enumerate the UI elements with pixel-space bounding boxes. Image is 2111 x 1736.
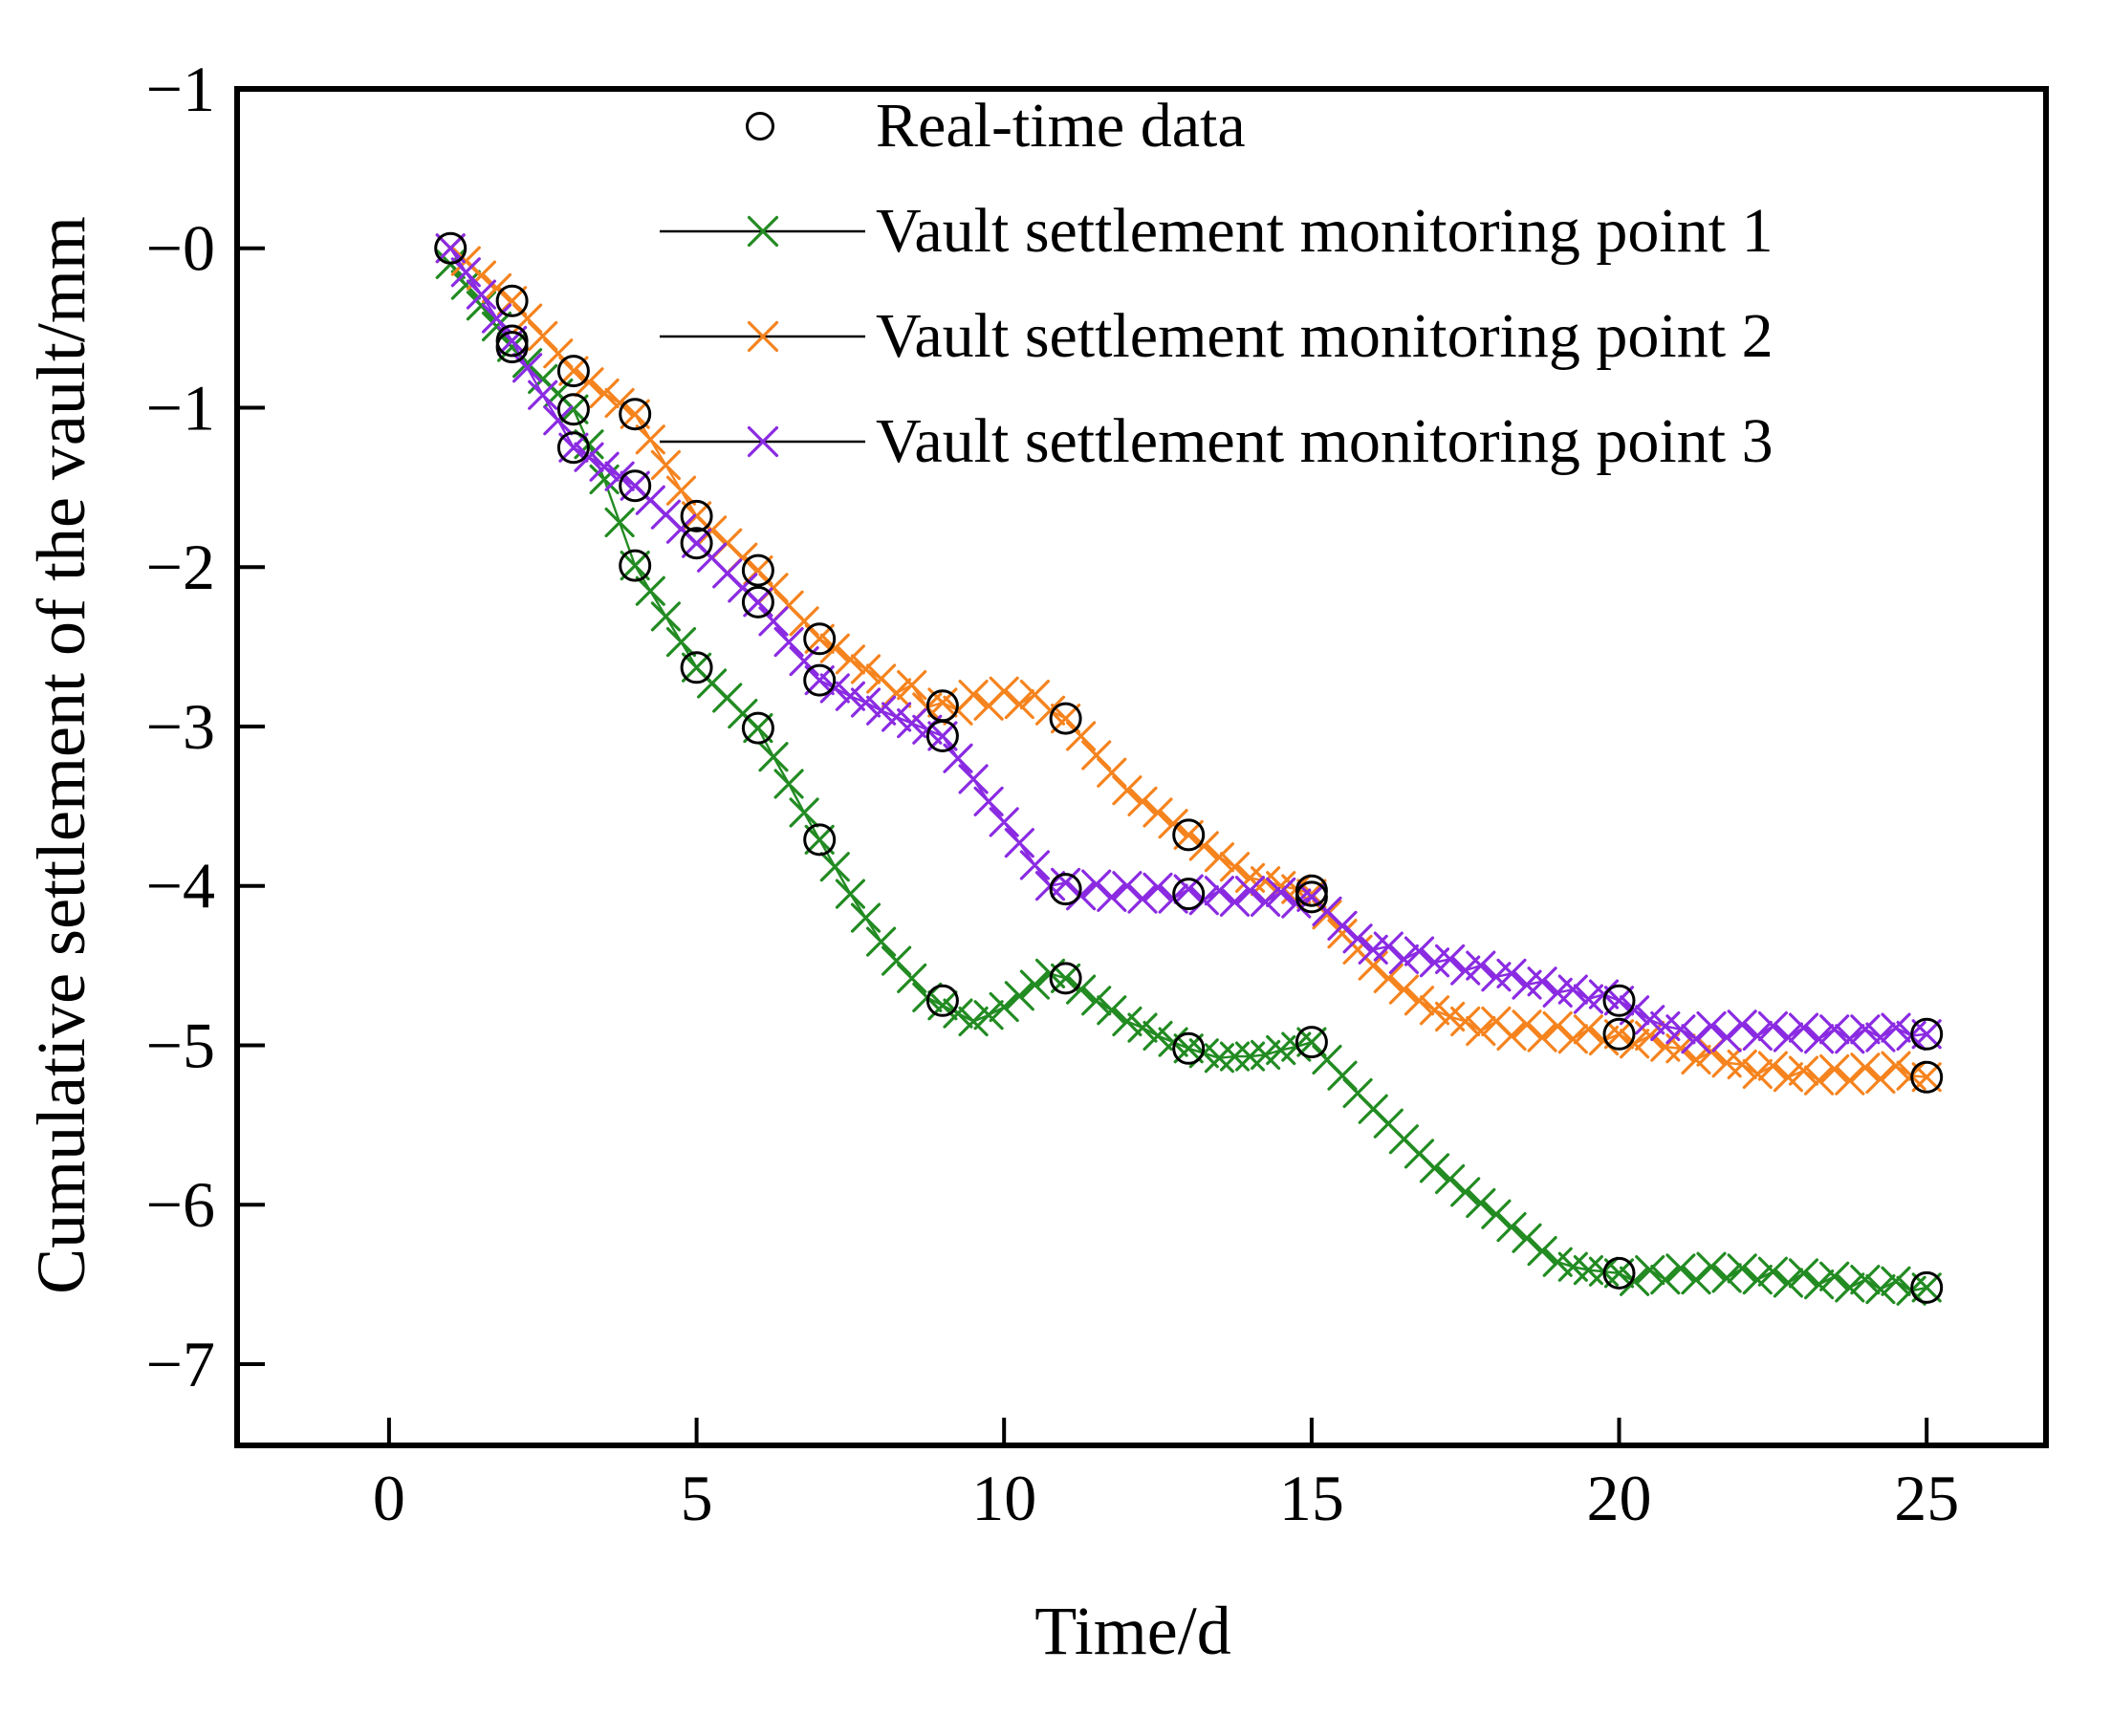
- legend-label: Real-time data: [876, 91, 1246, 161]
- legend-item-realtime: Real-time data: [631, 74, 1774, 179]
- series-realtime: [434, 231, 1944, 1304]
- legend-item-point-2: Vault settlement monitoring point 2: [631, 284, 1774, 389]
- legend-item-point-1: Vault settlement monitoring point 1: [631, 179, 1774, 284]
- realtime-point: [803, 823, 837, 857]
- realtime-point: [741, 585, 774, 618]
- y-tick-label: −4: [146, 850, 215, 922]
- legend-label: Vault settlement monitoring point 2: [876, 301, 1774, 371]
- y-tick-label: −1: [146, 53, 215, 125]
- realtime-point: [1602, 984, 1636, 1017]
- legend-label: Vault settlement monitoring point 3: [876, 406, 1774, 476]
- realtime-point: [1295, 1026, 1328, 1059]
- realtime-point: [1602, 1256, 1636, 1290]
- realtime-point: [803, 663, 837, 697]
- legend: Real-time data Vault settlement monitori…: [631, 74, 1774, 494]
- realtime-point: [1602, 1017, 1636, 1051]
- realtime-point: [1049, 962, 1082, 995]
- realtime-point: [619, 469, 652, 503]
- y-axis-title: Cumulative settlement of the vault/mm: [23, 216, 99, 1294]
- y-tick-label: −3: [146, 690, 215, 763]
- x-tick-label: 20: [1587, 1462, 1652, 1534]
- realtime-point: [1049, 702, 1082, 735]
- realtime-point: [619, 398, 652, 431]
- x-marker-icon: [660, 215, 865, 248]
- x-marker-icon: [660, 425, 865, 458]
- y-tick-label: −0: [146, 212, 215, 285]
- realtime-point: [1910, 1060, 1944, 1094]
- legend-circle-glyph: [746, 112, 774, 141]
- y-tick-label: −5: [146, 1009, 215, 1082]
- legend-x-glyph: [747, 320, 779, 353]
- legend-item-point-3: Vault settlement monitoring point 3: [631, 389, 1774, 494]
- x-marker-icon: [660, 320, 865, 353]
- x-tick-label: 0: [373, 1462, 405, 1534]
- realtime-point: [495, 331, 529, 364]
- y-tick-label: −6: [146, 1168, 215, 1241]
- x-markers: [435, 233, 1942, 1054]
- realtime-point: [1172, 818, 1206, 852]
- y-tick-label: −2: [146, 531, 215, 603]
- realtime-point: [619, 549, 652, 582]
- x-tick-label: 5: [681, 1462, 713, 1534]
- realtime-point: [1910, 1270, 1944, 1304]
- x-tick-label: 10: [971, 1462, 1036, 1534]
- legend-label: Vault settlement monitoring point 1: [876, 196, 1774, 266]
- realtime-point: [1295, 880, 1328, 914]
- realtime-point: [1910, 1017, 1944, 1051]
- realtime-point: [680, 499, 713, 532]
- realtime-point: [495, 284, 529, 317]
- realtime-point: [1172, 1031, 1206, 1065]
- x-axis-title: Time/d: [1034, 1593, 1231, 1669]
- realtime-point: [680, 651, 713, 684]
- x-tick-label: 15: [1279, 1462, 1344, 1534]
- series-point-2: [435, 233, 1942, 1054]
- y-tick-label: −1: [146, 372, 215, 445]
- plot-frame: [234, 86, 2049, 1448]
- y-tick-label: −7: [146, 1328, 215, 1400]
- realtime-point: [556, 431, 590, 465]
- realtime-point: [1049, 873, 1082, 906]
- realtime-point: [556, 355, 590, 388]
- legend-x-glyph: [747, 215, 779, 248]
- x-tick-label: 25: [1894, 1462, 1959, 1534]
- realtime-point: [556, 393, 590, 426]
- legend-x-glyph: [747, 425, 779, 458]
- realtime-point: [680, 527, 713, 560]
- realtime-point: [925, 984, 959, 1017]
- realtime-point: [1172, 878, 1206, 911]
- realtime-point: [803, 622, 837, 656]
- realtime-point: [741, 711, 774, 745]
- circle-marker-icon: [746, 112, 774, 141]
- realtime-point: [434, 231, 468, 265]
- realtime-point: [925, 720, 959, 752]
- realtime-point: [741, 553, 774, 587]
